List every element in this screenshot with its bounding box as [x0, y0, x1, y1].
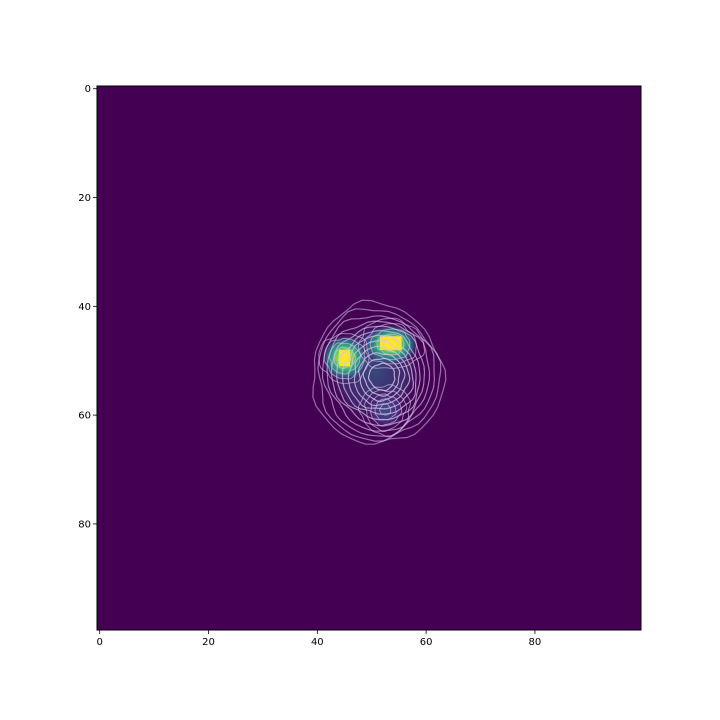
contour-line	[312, 299, 447, 445]
contour-line	[338, 351, 351, 364]
contour-line	[328, 342, 362, 375]
contour-line	[364, 389, 408, 433]
contour-line	[318, 333, 370, 385]
y-tick-label: 80	[78, 519, 91, 530]
contour-line	[317, 308, 442, 442]
y-tick-label: 20	[78, 193, 91, 204]
heat-core-left	[339, 349, 350, 367]
contour-line	[323, 337, 366, 380]
contour-line	[379, 403, 392, 416]
contour-line	[367, 362, 396, 392]
contour-line	[363, 323, 418, 365]
contour-line	[334, 346, 357, 370]
y-tick-label: 60	[78, 411, 91, 422]
x-tick-label: 20	[202, 637, 215, 648]
contour-line	[357, 317, 426, 369]
contour-line	[374, 398, 397, 421]
contour-layer	[312, 299, 447, 445]
y-axis: 0 20 40 60 80	[78, 84, 97, 530]
contour-line	[369, 328, 411, 361]
y-tick-label: 40	[78, 302, 91, 313]
x-tick-label: 60	[420, 637, 433, 648]
contour-line	[353, 345, 411, 407]
contour-line	[357, 384, 412, 438]
contour-line	[321, 315, 436, 437]
plot-frame	[96, 85, 642, 631]
contour-line	[347, 339, 415, 410]
contour-line	[330, 325, 426, 427]
contour-line	[383, 338, 399, 351]
x-tick-label: 80	[529, 637, 542, 648]
x-tick-label: 40	[311, 637, 324, 648]
contour-line	[376, 333, 405, 356]
x-axis: 0 20 40 60 80	[97, 630, 542, 648]
y-tick-label: 0	[85, 84, 91, 95]
contour-line	[370, 393, 403, 427]
x-tick-label: 0	[97, 637, 103, 648]
